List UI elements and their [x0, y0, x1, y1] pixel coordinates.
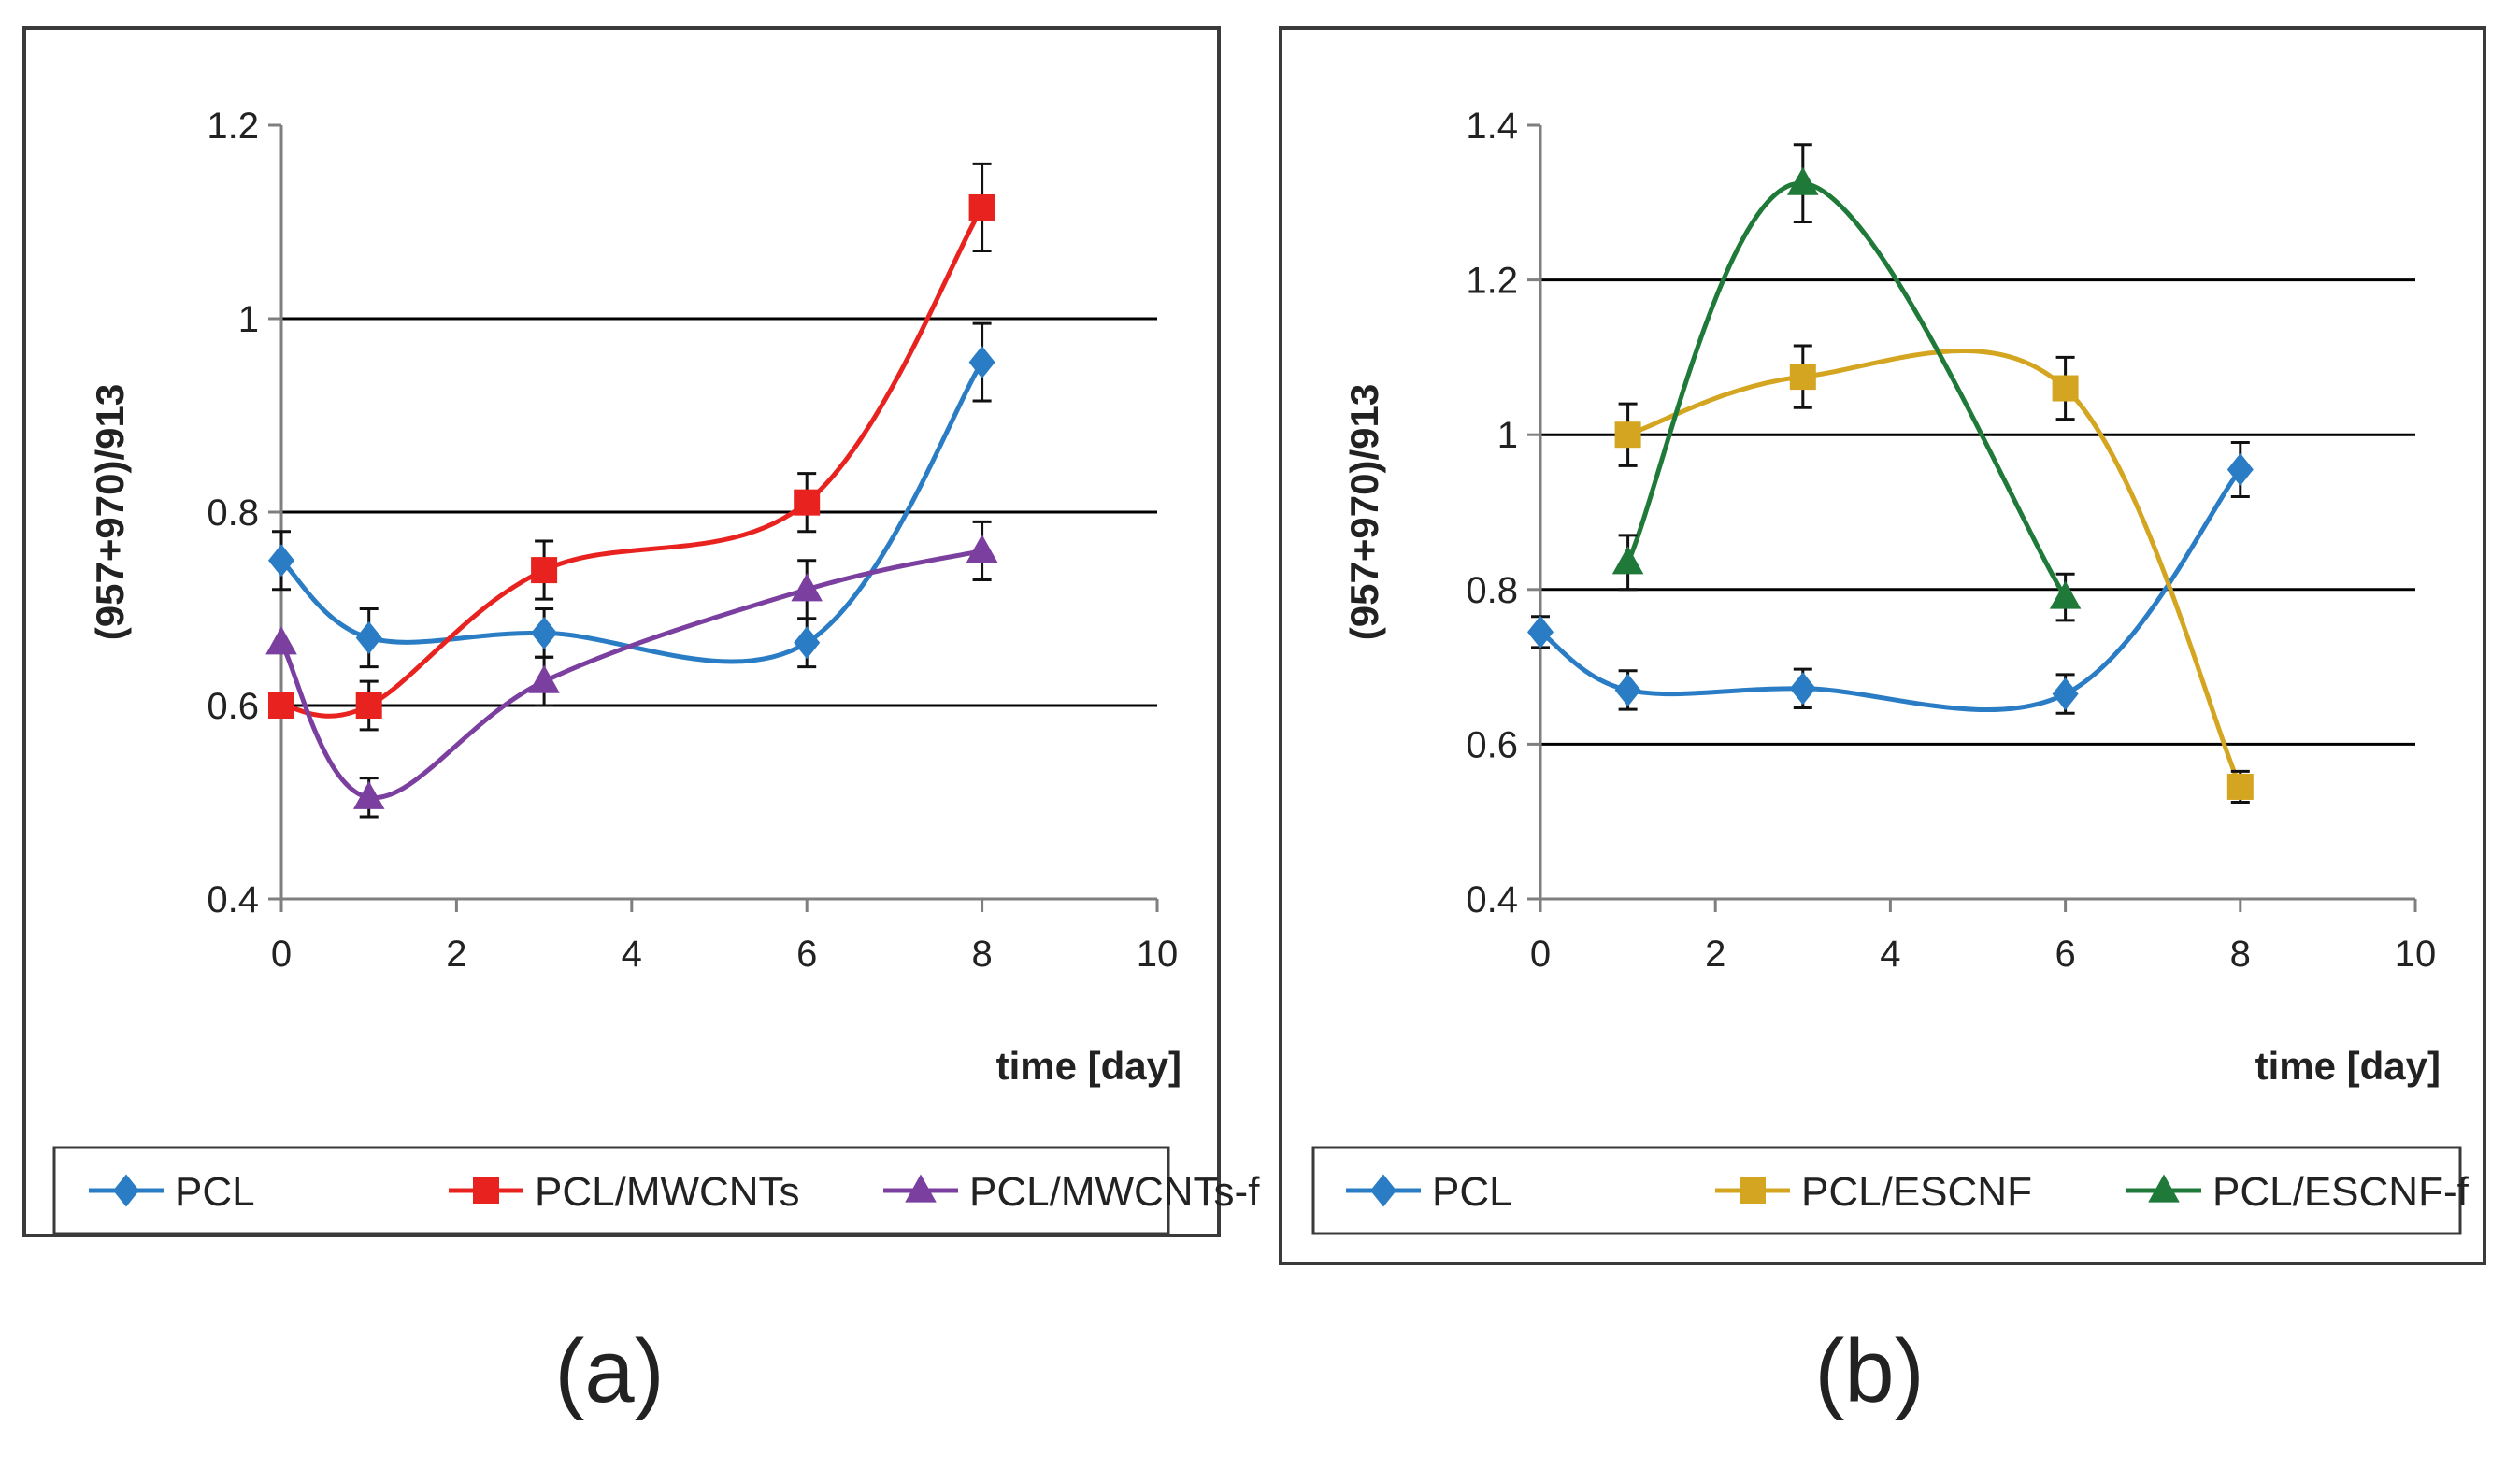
series-pcl-escnf-f	[1611, 143, 2082, 622]
panel-frame	[1279, 26, 2486, 1265]
data-point	[265, 626, 297, 655]
data-point	[2226, 452, 2254, 486]
y-axis-title: (957+970)/913	[1342, 384, 1386, 640]
x-tick-label: 10	[1137, 934, 1179, 975]
data-point	[968, 346, 995, 379]
data-point	[355, 692, 382, 719]
legend-label: PCL	[175, 1169, 255, 1215]
data-point	[1789, 672, 1816, 706]
series-pcl-mwcnts-f	[265, 520, 998, 819]
panel-frame	[22, 26, 1221, 1237]
x-tick-label: 4	[1880, 934, 1900, 975]
legend-label: PCL	[1432, 1169, 1512, 1215]
x-tick-label: 6	[796, 934, 817, 975]
data-point	[794, 626, 821, 660]
y-tick-label: 1	[238, 299, 259, 340]
data-point	[528, 664, 560, 693]
data-point	[1527, 615, 1554, 649]
data-point	[2049, 580, 2082, 609]
legend-label: PCL/ESCNF	[1801, 1169, 2032, 1215]
series-pcl	[1527, 440, 2254, 715]
data-point	[1787, 166, 1819, 195]
panel-caption: (a)	[554, 1321, 664, 1421]
series-line	[279, 361, 984, 664]
legend-label: PCL/MWCNTs	[535, 1169, 800, 1215]
legend-marker	[1740, 1177, 1766, 1204]
data-point	[968, 193, 995, 221]
legend	[1311, 1146, 2462, 1235]
legend-marker	[113, 1174, 139, 1207]
data-point	[352, 780, 385, 809]
data-point	[2052, 677, 2079, 711]
x-tick-label: 0	[271, 934, 292, 975]
y-tick-label: 1	[1497, 415, 1518, 456]
data-point	[794, 489, 821, 516]
x-tick-label: 8	[2230, 934, 2251, 975]
panel-b: 0.4 0.6 0.8 1 1.2 1.4 0 2 4 6 8 10 (957+970)/913 time…	[1279, 26, 2486, 1421]
data-point	[791, 573, 823, 602]
data-point	[268, 692, 294, 719]
x-tick-label: 8	[971, 934, 992, 975]
y-tick-label: 0.6	[1466, 724, 1518, 765]
y-tick-label: 1.4	[1466, 106, 1518, 147]
data-point	[268, 544, 294, 578]
y-tick-label: 0.8	[1466, 570, 1518, 611]
legend-marker	[473, 1177, 499, 1204]
legend-label: PCL/ESCNF-f	[2212, 1169, 2470, 1215]
data-point	[355, 621, 382, 655]
y-axis-title: (957+970)/913	[88, 384, 132, 640]
legend-label: PCL/MWCNTs-f	[969, 1169, 1260, 1215]
legend	[52, 1146, 1170, 1235]
y-tick-label: 1.2	[207, 106, 259, 147]
series-pcl-escnf	[1614, 344, 2254, 804]
x-tick-label: 0	[1530, 934, 1551, 975]
y-tick-label: 0.8	[207, 492, 259, 534]
series-line	[1626, 349, 2243, 788]
y-tick-label: 0.4	[1466, 879, 1518, 920]
x-tick-label: 2	[446, 934, 466, 975]
x-axis-title: time [day]	[996, 1044, 1181, 1088]
legend-marker	[1370, 1174, 1396, 1207]
y-tick-label: 0.6	[207, 686, 259, 727]
panel-caption: (b)	[1814, 1321, 1924, 1421]
x-axis-title: time [day]	[2255, 1044, 2441, 1088]
data-point	[1614, 421, 1641, 449]
legend-marker	[2148, 1174, 2180, 1203]
series-pcl	[268, 321, 995, 669]
data-point	[2226, 773, 2254, 800]
data-point	[1789, 364, 1816, 391]
data-point	[966, 534, 998, 563]
x-tick-label: 10	[2395, 934, 2437, 975]
data-point	[531, 557, 558, 584]
legend-marker	[905, 1174, 937, 1203]
y-tick-label: 1.2	[1466, 261, 1518, 302]
panel-a: 0.4 0.6 0.8 1 1.2 0 2 4 6 8 10 (957+970)/913 time [d…	[22, 26, 1260, 1421]
y-tick-label: 0.4	[207, 879, 259, 920]
data-point	[2052, 375, 2079, 402]
data-point	[1614, 673, 1641, 706]
data-point	[531, 616, 558, 649]
data-point	[1611, 546, 1644, 575]
x-tick-label: 2	[1705, 934, 1725, 975]
x-tick-label: 6	[2055, 934, 2075, 975]
x-tick-label: 4	[622, 934, 642, 975]
series-pcl-mwcnts	[268, 162, 995, 732]
